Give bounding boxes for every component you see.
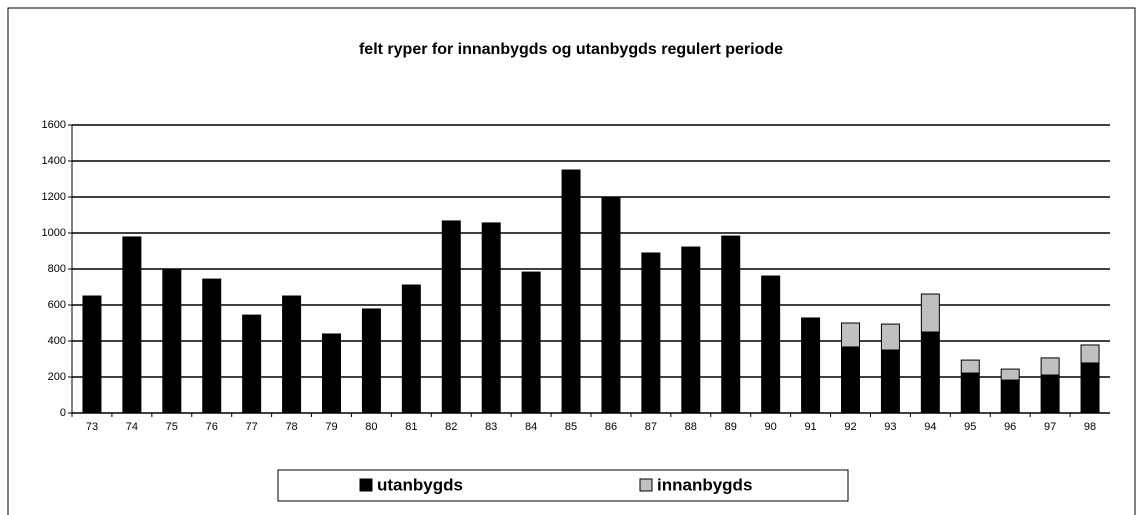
- x-tick-label: 74: [126, 421, 138, 433]
- bar: [481, 222, 501, 414]
- x-tick-label: 81: [405, 421, 417, 433]
- bar: [162, 269, 182, 414]
- bar: [920, 293, 940, 333]
- y-tick-label: 600: [48, 299, 66, 311]
- bar: [282, 295, 302, 414]
- bar: [681, 246, 701, 414]
- bar: [1040, 374, 1060, 414]
- legend-label: innanbygds: [657, 475, 752, 494]
- x-tick-label: 93: [884, 421, 896, 433]
- x-tick-label: 92: [844, 421, 856, 433]
- bar: [1000, 379, 1020, 414]
- bar: [82, 295, 102, 414]
- x-tick-label: 89: [725, 421, 737, 433]
- bar: [801, 317, 821, 414]
- y-tick-label: 1600: [42, 119, 66, 131]
- bar: [521, 271, 541, 414]
- y-tick-label: 1000: [42, 227, 66, 239]
- bar: [202, 278, 222, 414]
- x-tick-label: 91: [804, 421, 816, 433]
- x-tick-label: 85: [565, 421, 577, 433]
- x-tick-label: 98: [1084, 421, 1096, 433]
- x-tick-label: 88: [685, 421, 697, 433]
- bar: [960, 372, 980, 414]
- legend-box: [277, 469, 849, 502]
- bar: [920, 331, 940, 414]
- bar: [1080, 344, 1100, 364]
- bar: [960, 359, 980, 374]
- y-tick-label: 800: [48, 263, 66, 275]
- y-tick-label: 1200: [42, 191, 66, 203]
- bar: [721, 235, 741, 414]
- x-tick-label: 80: [365, 421, 377, 433]
- x-tick-label: 82: [445, 421, 457, 433]
- chart-title: felt ryper for innanbygds og utanbygds r…: [359, 41, 783, 58]
- legend-swatch: [359, 478, 373, 492]
- bar: [841, 346, 860, 414]
- x-tick-label: 97: [1044, 421, 1056, 433]
- x-tick-label: 77: [246, 421, 258, 433]
- bar: [441, 220, 461, 414]
- y-tick-label: 0: [60, 407, 66, 419]
- bar: [641, 252, 661, 414]
- x-tick-label: 84: [525, 421, 537, 433]
- bar: [841, 322, 860, 348]
- x-tick-label: 96: [1004, 421, 1016, 433]
- x-tick-label: 94: [924, 421, 936, 433]
- bar: [601, 196, 621, 414]
- bar: [1040, 357, 1060, 376]
- x-tick-label: 83: [485, 421, 497, 433]
- x-tick-label: 87: [645, 421, 657, 433]
- bar: [122, 236, 142, 414]
- x-tick-label: 78: [285, 421, 297, 433]
- y-tick-label: 400: [48, 335, 66, 347]
- bar: [401, 284, 421, 414]
- bar: [361, 308, 381, 414]
- bar: [880, 323, 900, 351]
- legend-label: utanbygds: [377, 475, 463, 494]
- x-tick-label: 79: [325, 421, 337, 433]
- bar: [561, 169, 581, 414]
- x-tick-label: 90: [765, 421, 777, 433]
- x-tick-label: 95: [964, 421, 976, 433]
- y-tick-label: 1400: [42, 155, 66, 167]
- bar: [761, 275, 781, 414]
- x-tick-label: 86: [605, 421, 617, 433]
- x-tick-label: 76: [206, 421, 218, 433]
- legend-swatch: [639, 478, 653, 492]
- bar: [880, 349, 900, 414]
- bar: [322, 333, 341, 414]
- bar: [1080, 362, 1100, 414]
- x-tick-label: 75: [166, 421, 178, 433]
- x-tick-label: 73: [86, 421, 98, 433]
- bar: [242, 314, 262, 414]
- y-tick-label: 200: [48, 371, 66, 383]
- bar: [1000, 368, 1020, 381]
